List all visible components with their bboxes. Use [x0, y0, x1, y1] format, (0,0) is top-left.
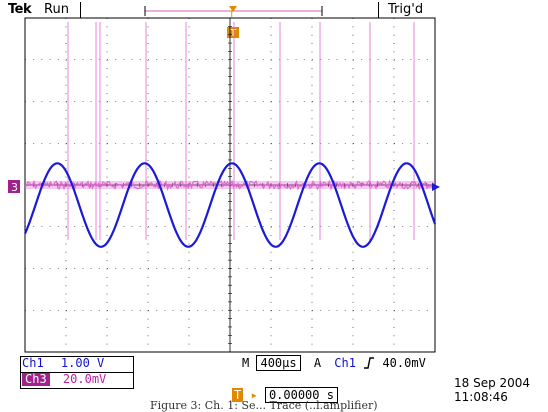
ch1-readout: Ch1 1.00 V: [22, 356, 104, 370]
trigger-position-icon: T: [232, 388, 244, 402]
svg-text:T: T: [229, 28, 237, 39]
ch1-readout-box: [20, 356, 134, 373]
ch3-ground-marker[interactable]: 3: [8, 180, 20, 194]
ch1-scale: 1.00 V: [60, 356, 105, 370]
trigger-level: 40.0mV: [382, 356, 426, 370]
ch3-label: Ch3: [22, 372, 50, 386]
ch1-trace: [23, 162, 437, 248]
header-divider: [80, 2, 81, 18]
ch3-readout-box: [20, 372, 134, 389]
trigger-status: Trig'd: [388, 2, 424, 17]
ch3-trace: [24, 22, 436, 240]
header-divider: [378, 2, 379, 18]
date: 18 Sep 2004: [454, 376, 531, 390]
timebase-readout: M 400µs A Ch1 40.0mV: [242, 355, 426, 371]
svg-text:3: 3: [11, 181, 18, 194]
trigger-level-marker[interactable]: [432, 183, 440, 191]
waveform-display[interactable]: 3: [0, 0, 548, 360]
ch3-readout: Ch3 20.0mV: [22, 372, 106, 386]
rising-edge-icon: [364, 357, 375, 369]
trigger-position-value: 0.00000 s: [264, 387, 338, 403]
ch3-scale: 20.0mV: [62, 372, 107, 386]
timebase-value: 400µs: [256, 355, 301, 371]
ch1-label: Ch1: [22, 356, 44, 370]
trigger-position-readout: T ▸ 0.00000 s: [232, 387, 338, 403]
trigger-mode: A: [313, 356, 322, 370]
brand-logo: Tek: [8, 2, 32, 17]
date-stamp: 18 Sep 2004 11:08:46: [454, 376, 530, 404]
trigger-source: Ch1: [334, 356, 356, 370]
time: 11:08:46: [454, 390, 508, 404]
record-view-bar: T T: [144, 6, 323, 39]
svg-text:T: T: [228, 10, 235, 20]
acquisition-status: Run: [44, 2, 69, 17]
timebase-prefix: M: [242, 356, 250, 370]
figure-caption: Figure 3: Ch. 1: Se... Trace (..l.amplif…: [150, 399, 378, 412]
